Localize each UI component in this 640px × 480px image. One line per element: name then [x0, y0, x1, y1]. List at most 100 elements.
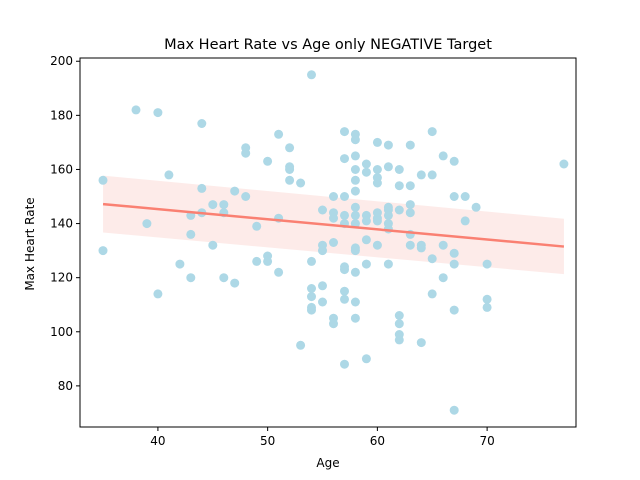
plot-area — [98, 70, 569, 415]
data-point — [340, 154, 349, 164]
data-point — [383, 210, 393, 220]
data-point — [482, 259, 492, 269]
data-point — [131, 105, 141, 115]
data-point — [208, 240, 218, 250]
data-point — [274, 129, 284, 139]
data-point — [361, 216, 371, 226]
data-point — [350, 202, 360, 212]
data-point — [285, 143, 295, 153]
data-point — [340, 127, 349, 137]
data-point — [449, 305, 459, 315]
data-point — [405, 181, 415, 191]
data-point — [350, 186, 360, 196]
data-point — [471, 202, 481, 212]
data-point — [460, 216, 470, 226]
data-point — [164, 170, 174, 180]
y-axis-ticks: 80 100 120 140 160 180 200 — [50, 54, 80, 393]
data-point — [350, 219, 360, 229]
data-point — [153, 289, 163, 299]
data-point — [427, 289, 437, 299]
data-point — [361, 354, 371, 364]
data-point — [329, 238, 338, 247]
data-point — [274, 267, 284, 277]
data-point — [372, 165, 382, 174]
data-point — [394, 205, 404, 215]
data-point — [340, 265, 349, 275]
data-point — [372, 178, 382, 188]
data-point — [208, 200, 218, 210]
data-point — [252, 256, 262, 266]
data-point — [318, 246, 327, 256]
data-point — [361, 167, 371, 177]
y-tick-label: 200 — [50, 54, 73, 68]
data-point — [405, 200, 415, 210]
data-point — [318, 281, 327, 291]
data-point — [296, 340, 306, 350]
data-point — [219, 273, 229, 283]
data-point — [340, 286, 349, 296]
y-tick-label: 120 — [50, 271, 73, 285]
data-point — [230, 278, 240, 288]
data-point — [372, 137, 382, 147]
data-point — [416, 338, 426, 348]
data-point — [482, 302, 492, 312]
x-tick-label: 50 — [260, 434, 275, 448]
data-point — [350, 151, 360, 161]
data-point — [405, 140, 415, 150]
data-point — [394, 335, 404, 345]
data-point — [197, 183, 207, 193]
data-point — [350, 210, 360, 220]
data-point — [427, 127, 437, 137]
data-point — [383, 140, 393, 150]
data-point — [438, 151, 448, 161]
data-point — [460, 192, 470, 201]
data-point — [252, 221, 262, 231]
regression-line — [102, 202, 565, 248]
data-point — [394, 319, 404, 329]
data-point — [318, 297, 327, 307]
data-point — [394, 165, 404, 174]
data-point — [350, 175, 360, 185]
y-tick-label: 100 — [50, 325, 73, 339]
data-point — [307, 70, 316, 80]
x-axis-ticks: 40 50 60 70 — [150, 427, 495, 448]
data-point — [175, 259, 185, 269]
data-point — [438, 240, 448, 250]
data-point — [394, 181, 404, 191]
data-point — [361, 159, 371, 169]
y-tick-label: 80 — [58, 379, 73, 393]
data-point — [405, 208, 415, 218]
data-point — [416, 170, 426, 180]
data-point — [350, 313, 360, 323]
data-point — [340, 210, 349, 220]
data-point — [329, 319, 338, 329]
data-point — [241, 148, 251, 158]
data-point — [98, 246, 108, 256]
data-point — [285, 175, 295, 185]
y-tick-label: 160 — [50, 162, 73, 176]
data-point — [482, 294, 492, 304]
data-point — [405, 240, 415, 250]
data-point — [307, 292, 316, 302]
data-point — [559, 159, 569, 169]
data-point — [307, 256, 316, 266]
data-point — [350, 165, 360, 174]
y-tick-label: 140 — [50, 217, 73, 231]
data-point — [329, 213, 338, 223]
x-tick-label: 60 — [370, 434, 385, 448]
data-point — [350, 267, 360, 277]
data-point — [186, 273, 196, 283]
data-point — [438, 273, 448, 283]
data-point — [449, 192, 459, 201]
data-point — [361, 259, 371, 269]
data-point — [383, 259, 393, 269]
data-point — [296, 178, 306, 188]
data-point — [372, 240, 382, 250]
data-point — [340, 359, 349, 369]
data-point — [285, 165, 295, 174]
data-point — [307, 305, 316, 315]
data-point — [329, 192, 338, 201]
data-point — [449, 248, 459, 258]
data-point — [230, 186, 240, 196]
